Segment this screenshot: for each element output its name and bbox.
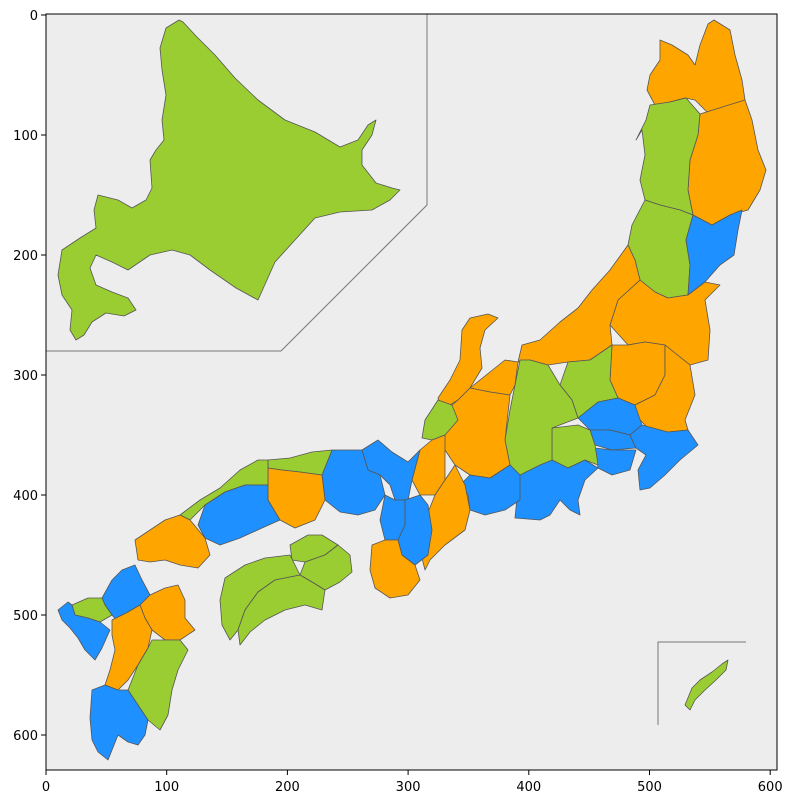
kochi	[237, 574, 326, 646]
wakayama	[369, 539, 421, 599]
nara	[397, 494, 433, 566]
y-tick-label: 600	[13, 729, 38, 744]
kagoshima	[89, 684, 149, 761]
y-tick-label: 0	[30, 9, 38, 24]
x-axis: 0 100 200 300 400 500 600	[42, 770, 783, 795]
axes-frame	[45, 13, 778, 771]
yamaguchi	[134, 514, 211, 569]
ishikawa	[437, 313, 499, 411]
nagasaki	[57, 601, 111, 661]
x-tick-label: 100	[154, 780, 179, 795]
x-tick-label: 300	[396, 780, 421, 795]
chiba	[629, 424, 699, 491]
shizuoka	[514, 459, 599, 521]
x-tick-label: 500	[637, 780, 662, 795]
hokkaido	[57, 19, 401, 341]
hiroshima	[197, 484, 281, 546]
y-tick-label: 200	[13, 249, 38, 264]
okinawa-inset-frame	[657, 641, 746, 725]
x-tick-label: 400	[516, 780, 541, 795]
kumamoto	[104, 604, 153, 691]
fukui	[421, 399, 459, 441]
x-tick-label: 600	[758, 780, 783, 795]
miyagi	[685, 209, 743, 296]
nagano	[504, 359, 579, 476]
y-tick-label: 100	[13, 129, 38, 144]
x-tick-label: 0	[42, 780, 50, 795]
y-axis: 0 100 200 300 400 500 600	[13, 9, 46, 744]
y-tick-label: 500	[13, 609, 38, 624]
y-tick-label: 400	[13, 489, 38, 504]
x-tick-label: 200	[275, 780, 300, 795]
hokkaido-inset-frame	[46, 14, 428, 352]
okinawa	[684, 659, 729, 711]
miyazaki	[127, 639, 189, 731]
y-tick-label: 300	[13, 369, 38, 384]
